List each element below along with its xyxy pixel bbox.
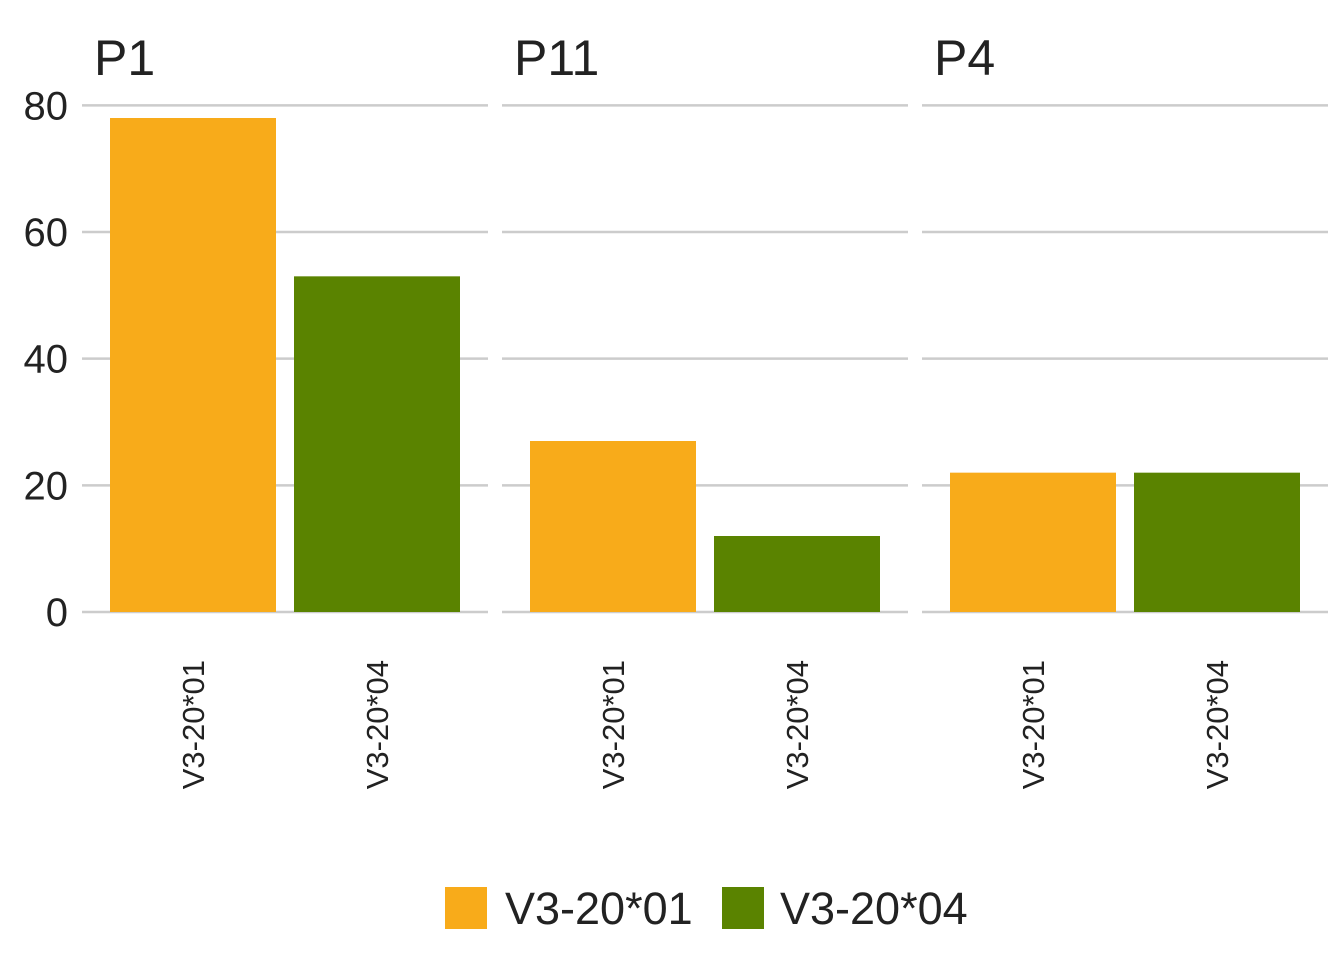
y-tick-label: 0 <box>46 591 68 635</box>
y-axis: 0 20 40 60 80 <box>24 84 69 635</box>
x-tick-label: V3-20*04 <box>360 660 395 789</box>
x-tick-label: V3-20*01 <box>1016 660 1051 789</box>
y-tick-label: 40 <box>24 338 69 382</box>
facet-panel-p4: P4 V3-20*01 V3-20*04 <box>922 30 1328 789</box>
legend-label: V3-20*04 <box>780 883 968 934</box>
bar-p11-2 <box>714 536 880 612</box>
legend: V3-20*01 V3-20*04 <box>445 883 968 934</box>
facet-title: P1 <box>94 30 155 86</box>
facet-title: P11 <box>514 30 599 86</box>
facet-title: P4 <box>934 30 995 86</box>
bar-p1-1 <box>110 118 276 612</box>
bar-p4-1 <box>950 472 1116 612</box>
x-tick-label: V3-20*01 <box>596 660 631 789</box>
x-tick-label: V3-20*04 <box>1200 660 1235 789</box>
y-tick-label: 60 <box>24 211 69 255</box>
bar-p11-1 <box>530 441 696 612</box>
legend-swatch <box>445 887 487 929</box>
chart-panels: P1 V3-20*01 V3-20*04 P11 V3-20*01 V3-20*04 P4 V… <box>82 30 1328 789</box>
x-tick-label: V3-20*01 <box>176 660 211 789</box>
bar-p1-2 <box>294 276 460 612</box>
bar-p4-2 <box>1134 472 1300 612</box>
y-tick-label: 80 <box>24 84 69 128</box>
y-tick-label: 20 <box>24 464 69 508</box>
x-tick-label: V3-20*04 <box>780 660 815 789</box>
facet-panel-p1: P1 V3-20*01 V3-20*04 <box>82 30 488 789</box>
legend-label: V3-20*01 <box>505 883 693 934</box>
facet-panel-p11: P11 V3-20*01 V3-20*04 <box>502 30 908 789</box>
legend-swatch <box>722 887 764 929</box>
